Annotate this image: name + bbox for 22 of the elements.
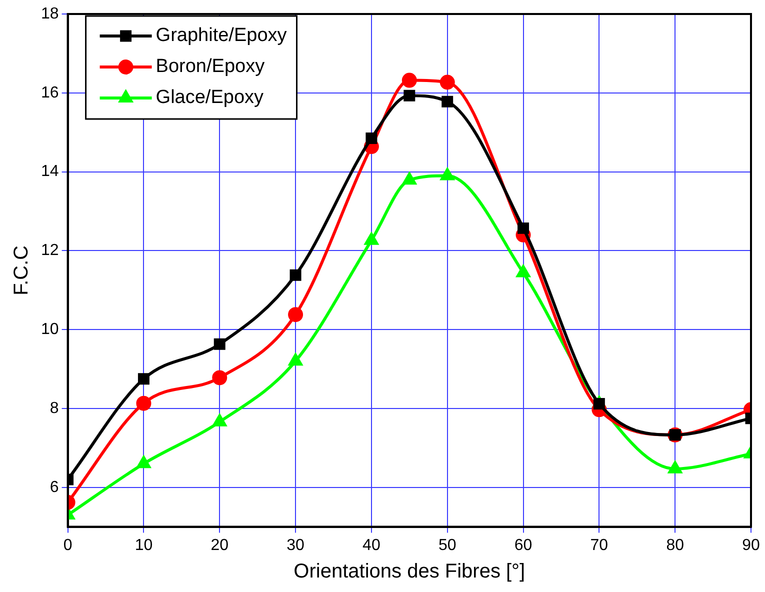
y-tick-label: 8 [50, 400, 59, 417]
x-tick-label: 0 [63, 536, 72, 554]
legend-label: Glace/Epoxy [156, 87, 264, 108]
y-tick-label: 16 [41, 84, 59, 102]
legend-label: Boron/Epoxy [156, 56, 266, 78]
x-tick-label: 20 [210, 536, 229, 554]
y-tick-label: 18 [41, 5, 59, 22]
x-tick-label: 40 [362, 536, 380, 554]
x-tick-label: 90 [742, 536, 760, 554]
y-tick-label: 6 [50, 478, 59, 496]
legend-label: Graphite/Epoxy [156, 25, 288, 46]
y-tick-label: 12 [41, 242, 59, 260]
x-axis-title: Orientations des Fibres [°] [294, 560, 526, 583]
x-tick-label: 70 [590, 536, 608, 554]
x-tick-label: 30 [286, 536, 305, 554]
x-tick-label: 80 [666, 536, 684, 554]
x-tick-label: 10 [134, 536, 153, 554]
x-tick-label: 50 [438, 536, 456, 554]
y-axis-title: F.C.C [10, 245, 33, 296]
x-tick-label: 60 [514, 536, 532, 554]
y-tick-label: 14 [41, 163, 59, 180]
y-tick-label: 10 [41, 320, 59, 338]
